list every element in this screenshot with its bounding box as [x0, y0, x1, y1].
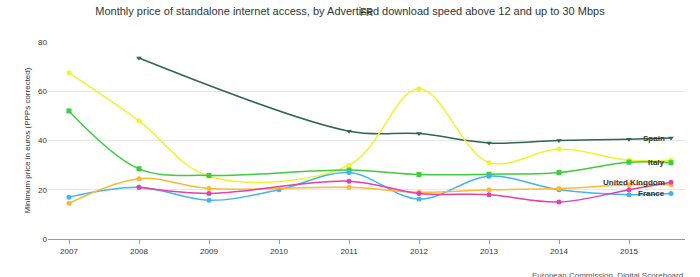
svg-text:2008: 2008: [130, 247, 148, 256]
svg-text:Spain: Spain: [643, 134, 665, 143]
svg-text:2014: 2014: [550, 247, 568, 256]
svg-text:2013: 2013: [480, 247, 498, 256]
svg-text:2007: 2007: [60, 247, 78, 256]
svg-text:Monthly price of standalone in: Monthly price of standalone internet acc…: [95, 5, 605, 17]
svg-text:20: 20: [38, 186, 47, 195]
svg-text:FR: FR: [360, 7, 373, 18]
svg-text:80: 80: [38, 38, 47, 47]
svg-text:2012: 2012: [410, 247, 428, 256]
svg-text:60: 60: [38, 87, 47, 96]
svg-text:2011: 2011: [340, 247, 358, 256]
svg-text:40: 40: [38, 136, 47, 145]
svg-text:Italy: Italy: [648, 158, 665, 167]
svg-text:0: 0: [43, 235, 48, 244]
svg-text:Minimum price in euros (PPPs c: Minimum price in euros (PPPs corrected): [23, 67, 32, 213]
svg-text:United Kingdom: United Kingdom: [603, 178, 665, 187]
svg-text:2015: 2015: [620, 247, 638, 256]
svg-text:2010: 2010: [270, 247, 288, 256]
svg-text:France: France: [638, 189, 665, 198]
svg-text:European Commission, Digital S: European Commission, Digital Scoreboard: [532, 271, 683, 277]
svg-text:2009: 2009: [200, 247, 218, 256]
